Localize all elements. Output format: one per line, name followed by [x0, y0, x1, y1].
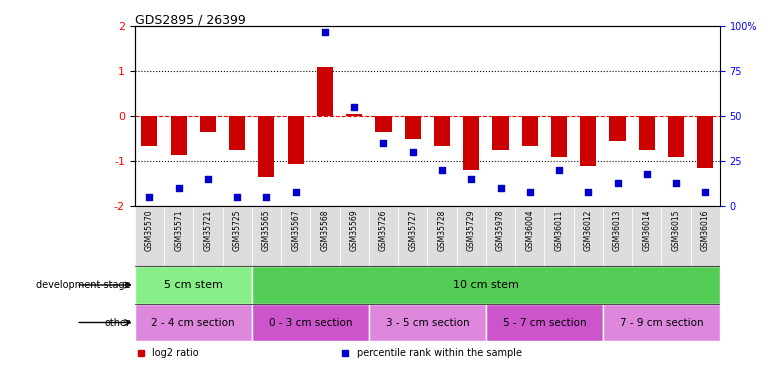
Bar: [142, 116, 157, 146]
Point: [377, 140, 390, 146]
Bar: [281, 206, 310, 266]
Text: GSM35726: GSM35726: [379, 209, 388, 251]
Text: GSM36012: GSM36012: [584, 209, 593, 251]
Point: [699, 189, 711, 195]
Text: GSM35728: GSM35728: [437, 209, 447, 251]
Text: GSM35568: GSM35568: [320, 209, 330, 251]
Text: GSM35978: GSM35978: [496, 209, 505, 251]
Text: 7 - 9 cm section: 7 - 9 cm section: [620, 318, 703, 327]
Point: [260, 194, 273, 200]
Bar: [252, 266, 720, 304]
Bar: [135, 304, 252, 341]
Bar: [398, 206, 427, 266]
Bar: [581, 116, 596, 166]
Text: GSM35727: GSM35727: [408, 209, 417, 251]
Bar: [288, 116, 303, 164]
Bar: [135, 266, 252, 304]
Bar: [164, 206, 193, 266]
Bar: [639, 116, 654, 150]
Text: GSM35729: GSM35729: [467, 209, 476, 251]
Bar: [223, 206, 252, 266]
Bar: [434, 116, 450, 146]
Text: GSM35571: GSM35571: [174, 209, 183, 251]
Point: [407, 149, 419, 155]
Bar: [486, 206, 515, 266]
Bar: [340, 206, 369, 266]
Point: [290, 189, 302, 195]
Text: GSM35569: GSM35569: [350, 209, 359, 251]
Bar: [310, 206, 340, 266]
Bar: [193, 206, 223, 266]
Point: [143, 194, 156, 200]
Bar: [603, 304, 720, 341]
Bar: [405, 116, 420, 139]
Bar: [369, 304, 486, 341]
Bar: [493, 116, 508, 150]
Bar: [369, 206, 398, 266]
Text: GDS2895 / 26399: GDS2895 / 26399: [135, 13, 246, 26]
Point: [524, 189, 536, 195]
Point: [436, 167, 448, 173]
Bar: [698, 116, 713, 168]
Bar: [691, 206, 720, 266]
Text: 0 - 3 cm section: 0 - 3 cm section: [269, 318, 352, 327]
Bar: [252, 206, 281, 266]
Text: GSM36013: GSM36013: [613, 209, 622, 251]
Text: GSM35565: GSM35565: [262, 209, 271, 251]
Text: GSM35721: GSM35721: [203, 209, 213, 251]
Bar: [515, 206, 544, 266]
Bar: [632, 206, 661, 266]
Text: development stage: development stage: [36, 280, 131, 290]
Bar: [464, 116, 479, 170]
Bar: [551, 116, 567, 157]
Point: [172, 185, 185, 191]
Bar: [135, 206, 164, 266]
Text: other: other: [105, 318, 131, 327]
Bar: [200, 116, 216, 132]
Text: GSM36014: GSM36014: [642, 209, 651, 251]
Point: [348, 104, 360, 110]
Text: GSM36015: GSM36015: [671, 209, 681, 251]
Bar: [661, 206, 691, 266]
Point: [202, 176, 214, 182]
Text: 10 cm stem: 10 cm stem: [453, 280, 519, 290]
Point: [641, 171, 653, 177]
Text: 5 - 7 cm section: 5 - 7 cm section: [503, 318, 586, 327]
Text: percentile rank within the sample: percentile rank within the sample: [357, 348, 522, 358]
Bar: [252, 304, 369, 341]
Text: 3 - 5 cm section: 3 - 5 cm section: [386, 318, 469, 327]
Bar: [376, 116, 391, 132]
Bar: [668, 116, 684, 157]
Text: GSM36011: GSM36011: [554, 209, 564, 251]
Text: GSM35567: GSM35567: [291, 209, 300, 251]
Text: GSM35725: GSM35725: [233, 209, 242, 251]
Bar: [457, 206, 486, 266]
Bar: [317, 67, 333, 116]
Bar: [259, 116, 274, 177]
Bar: [427, 206, 457, 266]
Text: 5 cm stem: 5 cm stem: [164, 280, 223, 290]
Point: [319, 28, 331, 34]
Bar: [603, 206, 632, 266]
Text: 2 - 4 cm section: 2 - 4 cm section: [152, 318, 235, 327]
Point: [670, 180, 682, 186]
Bar: [610, 116, 625, 141]
Text: GSM35570: GSM35570: [145, 209, 154, 251]
Text: log2 ratio: log2 ratio: [152, 348, 199, 358]
Bar: [486, 304, 603, 341]
Text: GSM36004: GSM36004: [525, 209, 534, 251]
Point: [231, 194, 243, 200]
Bar: [229, 116, 245, 150]
Point: [553, 167, 565, 173]
Point: [582, 189, 594, 195]
Point: [611, 180, 624, 186]
Bar: [346, 114, 362, 116]
Bar: [171, 116, 186, 154]
Bar: [574, 206, 603, 266]
Point: [494, 185, 507, 191]
Bar: [544, 206, 574, 266]
Text: GSM36016: GSM36016: [701, 209, 710, 251]
Point: [465, 176, 477, 182]
Bar: [522, 116, 537, 146]
